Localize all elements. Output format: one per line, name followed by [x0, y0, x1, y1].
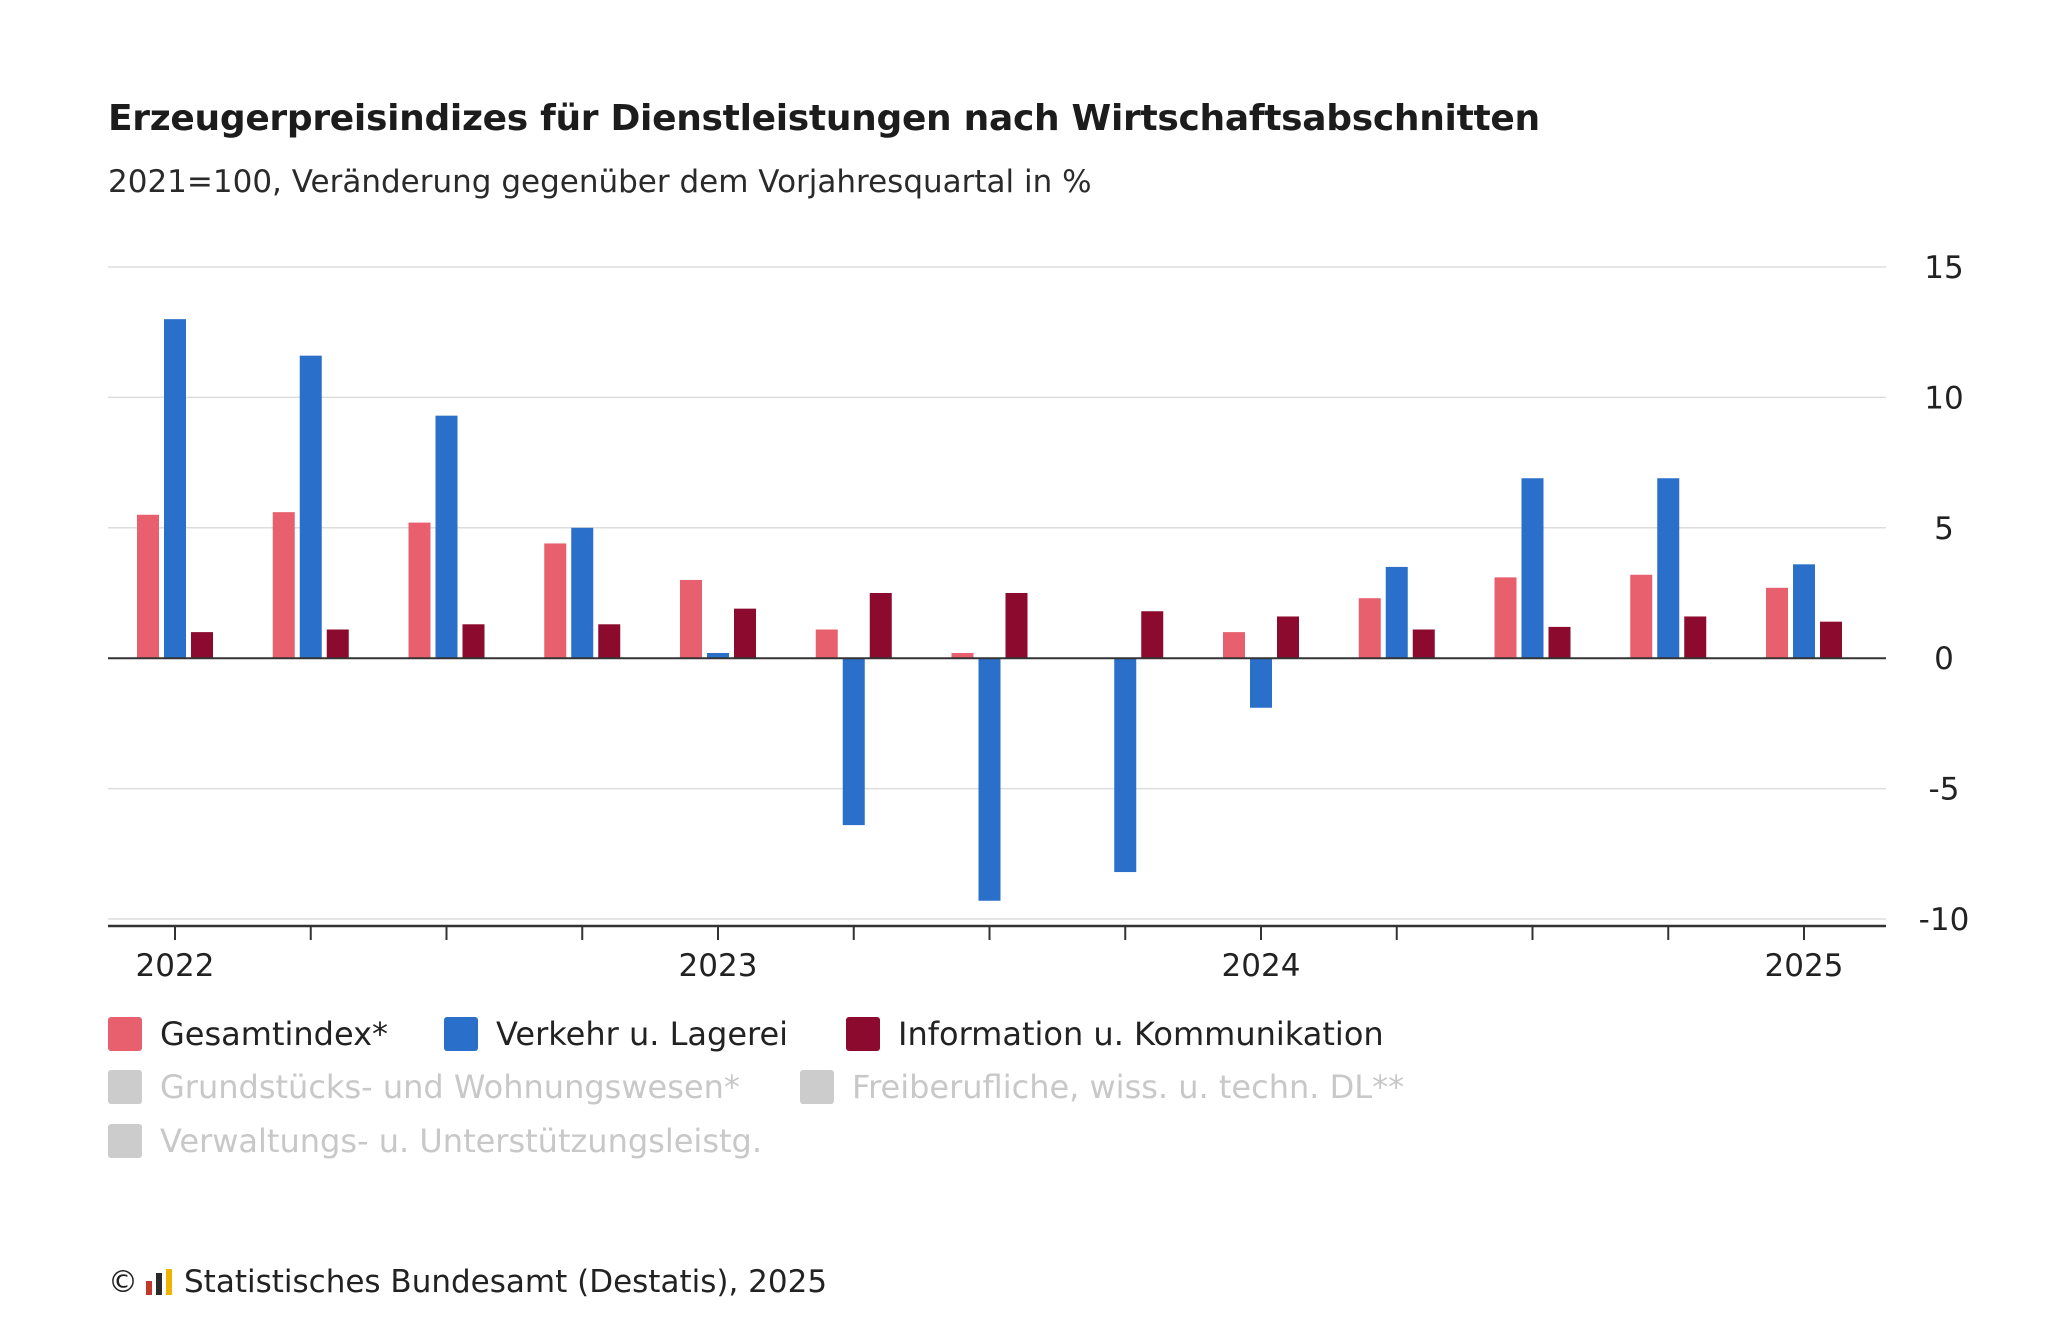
bar-information — [1548, 626, 1571, 659]
legend-label: Freiberufliche, wiss. u. techn. DL** — [852, 1068, 1405, 1106]
legend-label: Gesamtindex* — [160, 1015, 389, 1053]
y-tick-label: 10 — [1924, 380, 1963, 416]
bar-information — [326, 629, 349, 659]
bar-information — [1277, 616, 1299, 659]
bar-information — [734, 608, 756, 659]
bar-gesamtindex — [1358, 598, 1381, 659]
bar-verkehr — [1114, 658, 1137, 873]
bar-gesamtindex — [272, 512, 295, 659]
bar-information — [1141, 611, 1164, 659]
y-tick-label: -5 — [1929, 772, 1960, 808]
legend-item-information[interactable]: Information u. Kommunikation — [846, 1014, 1384, 1054]
copyright-symbol: © — [108, 1264, 138, 1300]
chart-subtitle: 2021=100, Veränderung gegenüber dem Vorj… — [108, 164, 1092, 200]
bar-verkehr — [299, 355, 322, 659]
source-footer: © Statistisches Bundesamt (Destatis), 20… — [108, 1264, 827, 1300]
bar-verkehr — [1657, 478, 1680, 659]
bar-verkehr — [842, 658, 865, 826]
destatis-logo-icon — [146, 1269, 174, 1295]
bar-verkehr — [707, 652, 729, 659]
legend-label: Verwaltungs- u. Unterstützungsleistg. — [160, 1122, 763, 1160]
bar-gesamtindex — [1494, 577, 1517, 659]
logo-bar-red — [146, 1281, 152, 1295]
y-tick-label: -10 — [1919, 902, 1970, 938]
y-tick-label: 0 — [1934, 641, 1954, 677]
x-tick-label: 2025 — [1765, 948, 1844, 984]
legend-swatch — [846, 1017, 880, 1051]
legend-swatch — [444, 1017, 478, 1051]
legend-swatch — [108, 1070, 142, 1104]
bar-verkehr — [1250, 658, 1272, 708]
bar-information — [462, 624, 485, 659]
y-tick-label: 5 — [1934, 511, 1954, 547]
bar-gesamtindex — [1766, 587, 1788, 659]
bar-gesamtindex — [951, 652, 974, 659]
bar-gesamtindex — [1630, 574, 1653, 659]
legend-item-grundstuecks[interactable]: Grundstücks- und Wohnungswesen* — [108, 1067, 740, 1107]
legend-swatch — [108, 1017, 142, 1051]
bar-chart: 15 10 5 0 -5 -10 2022 2023 2024 2025 — [108, 250, 1970, 984]
bar-verkehr — [571, 527, 594, 659]
bar-information — [191, 632, 213, 659]
legend-item-verwaltungs[interactable]: Verwaltungs- u. Unterstützungsleistg. — [108, 1121, 762, 1161]
bar-gesamtindex — [137, 514, 159, 659]
bar-gesamtindex — [408, 522, 431, 659]
legend-label: Information u. Kommunikation — [898, 1015, 1384, 1053]
bar-verkehr — [164, 319, 186, 659]
bar-verkehr — [978, 658, 1001, 901]
bar-information — [1820, 621, 1842, 659]
x-tick-label: 2024 — [1222, 948, 1301, 984]
legend-item-verkehr[interactable]: Verkehr u. Lagerei — [444, 1014, 788, 1054]
logo-bar-dark — [156, 1273, 162, 1295]
bar-gesamtindex — [1223, 632, 1245, 659]
source-text: Statistisches Bundesamt (Destatis), 2025 — [184, 1264, 828, 1300]
bar-gesamtindex — [544, 543, 567, 659]
logo-bar-yellow — [166, 1269, 172, 1295]
legend-swatch — [108, 1124, 142, 1158]
bar-information — [1684, 616, 1707, 659]
legend-item-freiberufliche[interactable]: Freiberufliche, wiss. u. techn. DL** — [800, 1067, 1404, 1107]
x-tick-label: 2023 — [679, 948, 758, 984]
bar-verkehr — [1793, 564, 1815, 659]
legend-label: Grundstücks- und Wohnungswesen* — [160, 1068, 740, 1106]
bar-information — [598, 624, 621, 659]
bar-gesamtindex — [815, 629, 838, 659]
bar-information — [1005, 593, 1028, 659]
bar-verkehr — [435, 415, 458, 659]
legend-label: Verkehr u. Lagerei — [496, 1015, 789, 1053]
bar-gesamtindex — [680, 579, 702, 659]
x-tick-label: 2022 — [136, 948, 215, 984]
chart-title: Erzeugerpreisindizes für Dienstleistunge… — [108, 98, 1540, 139]
y-tick-label: 15 — [1924, 250, 1963, 286]
legend-swatch — [800, 1070, 834, 1104]
bar-verkehr — [1385, 566, 1408, 659]
bar-information — [1412, 629, 1435, 659]
bar-information — [869, 593, 892, 659]
legend-item-gesamtindex[interactable]: Gesamtindex* — [108, 1014, 388, 1054]
bar-verkehr — [1521, 478, 1544, 659]
